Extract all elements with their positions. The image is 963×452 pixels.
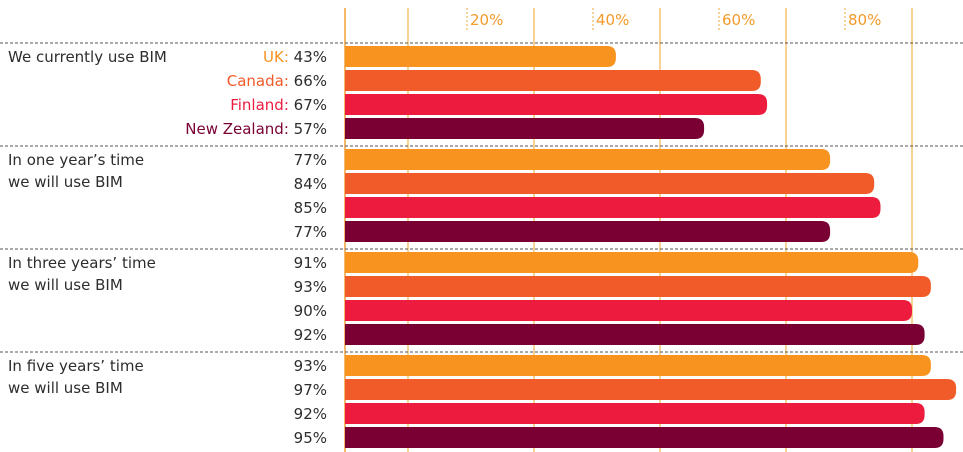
bar (345, 46, 616, 67)
group-label: In five years’ time (8, 357, 144, 375)
x-tick-label: 40% (596, 11, 629, 29)
value-label: Canada: 66% (227, 72, 327, 90)
group-label: In three years’ time (8, 254, 156, 272)
group-label: We currently use BIM (8, 48, 167, 66)
value-label: 91% (294, 254, 327, 272)
value-label: 97% (294, 381, 327, 399)
value-label: 92% (294, 326, 327, 344)
x-tick-label: 80% (848, 11, 881, 29)
bar (345, 324, 925, 345)
x-tick-label: 20% (470, 11, 503, 29)
value-label: 93% (294, 357, 327, 375)
legend-entry: Canada (227, 72, 284, 90)
bar (345, 300, 912, 321)
group-label: we will use BIM (8, 379, 123, 397)
bar (345, 252, 919, 273)
bar (345, 276, 931, 297)
value-label: New Zealand: 57% (185, 120, 327, 138)
value-label: 90% (294, 302, 327, 320)
value-label: 85% (294, 199, 327, 217)
value-label: 77% (294, 151, 327, 169)
group-label: we will use BIM (8, 173, 123, 191)
bar (345, 94, 768, 115)
value-label: 92% (294, 405, 327, 423)
bar (345, 379, 957, 400)
bar (345, 173, 875, 194)
value-label: Finland: 67% (230, 96, 327, 114)
x-tick-label: 60% (722, 11, 755, 29)
group-label: In one year’s time (8, 151, 144, 169)
bar (345, 118, 705, 139)
bar (345, 149, 831, 170)
value-label: 93% (294, 278, 327, 296)
legend-entry: UK (263, 48, 285, 66)
legend-entry: New Zealand (185, 120, 284, 138)
value-label: 77% (294, 223, 327, 241)
group-label: we will use BIM (8, 276, 123, 294)
bar (345, 427, 944, 448)
bar (345, 355, 931, 376)
bar (345, 403, 925, 424)
value-label: 84% (294, 175, 327, 193)
bar (345, 197, 881, 218)
bar (345, 221, 831, 242)
bar (345, 70, 761, 91)
legend-entry: Finland (230, 96, 284, 114)
value-label: 95% (294, 429, 327, 447)
value-label: UK: 43% (263, 48, 327, 66)
